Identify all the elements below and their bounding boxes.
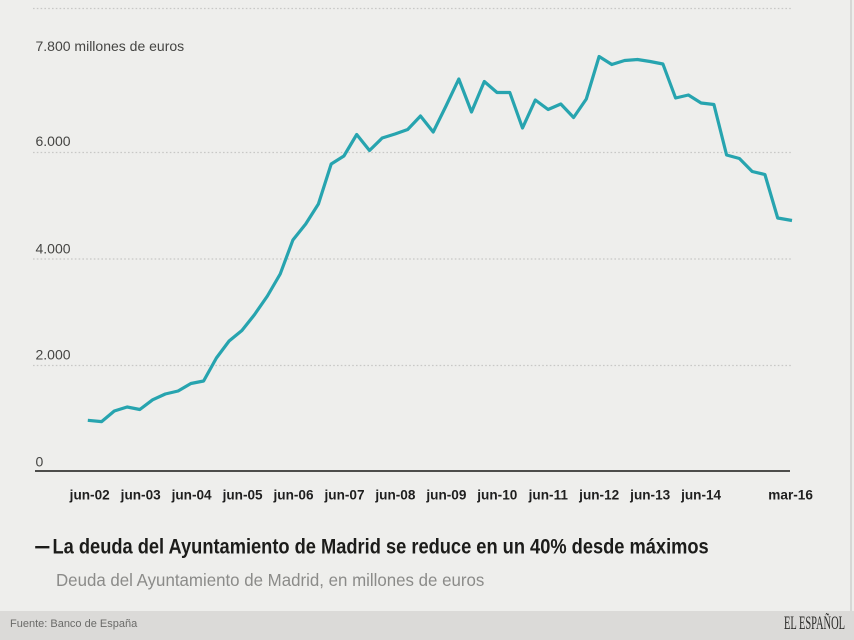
- svg-text:2.000: 2.000: [36, 347, 71, 363]
- svg-text:jun-11: jun-11: [528, 488, 569, 503]
- svg-text:jun-02: jun-02: [69, 488, 110, 503]
- svg-text:jun-07: jun-07: [323, 488, 364, 503]
- svg-text:4.000: 4.000: [36, 240, 71, 256]
- svg-text:6.000: 6.000: [36, 133, 71, 149]
- svg-text:La deuda del Ayuntamiento de M: La deuda del Ayuntamiento de Madrid se r…: [53, 535, 709, 558]
- svg-text:7.800 millones de euros: 7.800 millones de euros: [36, 38, 185, 54]
- svg-text:jun-05: jun-05: [222, 488, 263, 503]
- svg-text:jun-10: jun-10: [476, 488, 517, 503]
- svg-text:mar-16: mar-16: [768, 488, 813, 503]
- svg-text:jun-14: jun-14: [680, 488, 721, 503]
- svg-text:jun-09: jun-09: [425, 488, 466, 503]
- svg-text:0: 0: [36, 454, 44, 470]
- svg-text:jun-04: jun-04: [171, 488, 212, 503]
- svg-text:Deuda del Ayuntamiento de Madr: Deuda del Ayuntamiento de Madrid, en mil…: [56, 569, 485, 590]
- svg-text:jun-08: jun-08: [374, 488, 415, 503]
- svg-text:jun-06: jun-06: [272, 488, 313, 503]
- svg-text:jun-12: jun-12: [578, 488, 619, 503]
- svg-text:jun-13: jun-13: [629, 488, 670, 503]
- svg-text:jun-03: jun-03: [120, 488, 161, 503]
